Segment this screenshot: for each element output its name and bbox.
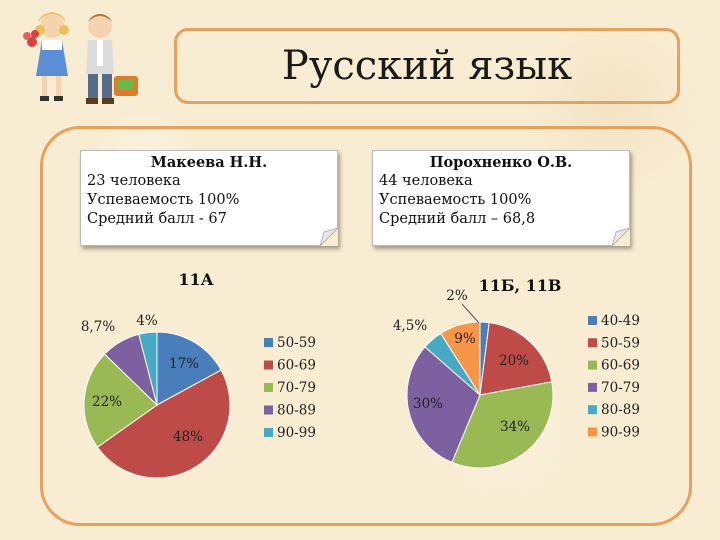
legend-label: 70-79	[601, 380, 640, 396]
legend-swatch	[264, 338, 273, 347]
pie-slice	[138, 331, 158, 406]
slice-label: 48%	[173, 429, 203, 445]
slice-label: 34%	[500, 419, 530, 435]
note-teacher-name: Макеева Н.Н.	[150, 154, 268, 171]
note-teacher-2: Порохненко О.В. 44 человека Успеваемость…	[372, 150, 630, 246]
title-box: Русский язык	[174, 28, 680, 104]
note-teacher-1: Макеева Н.Н. 23 человека Успеваемость 10…	[80, 150, 338, 246]
pie-slice	[83, 353, 158, 448]
legend-swatch	[264, 360, 273, 370]
boy-figure	[86, 14, 138, 104]
legend-label: 50-59	[601, 335, 640, 351]
note-success-rate: Успеваемость 100%	[87, 192, 240, 208]
slice-label: 20%	[499, 353, 529, 369]
legend-swatch	[588, 338, 597, 348]
slice-label: 4,5%	[393, 318, 427, 334]
legend-swatch	[588, 382, 597, 392]
page-title: Русский язык	[281, 43, 573, 89]
legend-swatch	[264, 405, 273, 415]
slice-label: 8,7%	[81, 319, 115, 335]
legend-swatch	[264, 428, 273, 437]
pie-slice	[479, 322, 553, 396]
slice-label: 30%	[413, 396, 443, 412]
note-average-score: Средний балл - 67	[87, 211, 227, 227]
slice-label: 4%	[136, 313, 158, 329]
legend-swatch	[588, 360, 597, 370]
pie-chart-1: 17% 48% 22% 8,7% 4% 11А 50-59 60-69 70-79 80-89 90…	[81, 270, 316, 479]
main-frame	[40, 126, 692, 526]
pie-slice	[440, 321, 481, 397]
leader-line	[461, 303, 480, 324]
legend-swatch	[588, 316, 597, 325]
slice-label: 17%	[169, 356, 199, 372]
legend-label: 90-99	[601, 425, 640, 441]
girl-figure	[23, 12, 69, 101]
legend-swatch	[588, 427, 597, 437]
legend-label: 60-69	[601, 358, 640, 374]
page-fold-icon	[612, 228, 630, 246]
legend-swatch	[264, 383, 273, 392]
note-student-count: 23 человека	[87, 173, 181, 189]
legend-swatch	[588, 405, 597, 415]
pie-slice	[156, 331, 222, 406]
chart-title: 11Б, 11В	[479, 276, 562, 295]
note-success-rate: Успеваемость 100%	[379, 192, 532, 208]
legend-label: 80-89	[277, 403, 316, 419]
legend-label: 90-99	[277, 425, 316, 441]
legend-label: 50-59	[277, 335, 316, 351]
chart-title: 11А	[178, 270, 213, 289]
legend-label: 80-89	[601, 402, 640, 418]
legend-label: 40-49	[601, 313, 640, 329]
note-teacher-name: Порохненко О.В.	[429, 154, 573, 171]
legend-label: 60-69	[277, 358, 316, 374]
page-fold-icon	[320, 228, 338, 246]
legend-label: 70-79	[277, 380, 316, 396]
slice-label: 22%	[92, 394, 122, 410]
pie-chart-2: 2% 20% 34% 30% 4,5% 9% 11Б, 11В 40-49 50-59 60-69…	[393, 276, 640, 469]
slice-label: 9%	[454, 331, 476, 347]
note-average-score: Средний балл – 68,8	[379, 211, 536, 227]
pie-slice	[96, 369, 231, 479]
note-student-count: 44 человека	[379, 173, 473, 189]
schoolchildren-illustration	[23, 12, 138, 104]
slice-label: 2%	[446, 288, 468, 304]
pie-slice	[451, 381, 554, 469]
pie-slice	[406, 346, 481, 464]
